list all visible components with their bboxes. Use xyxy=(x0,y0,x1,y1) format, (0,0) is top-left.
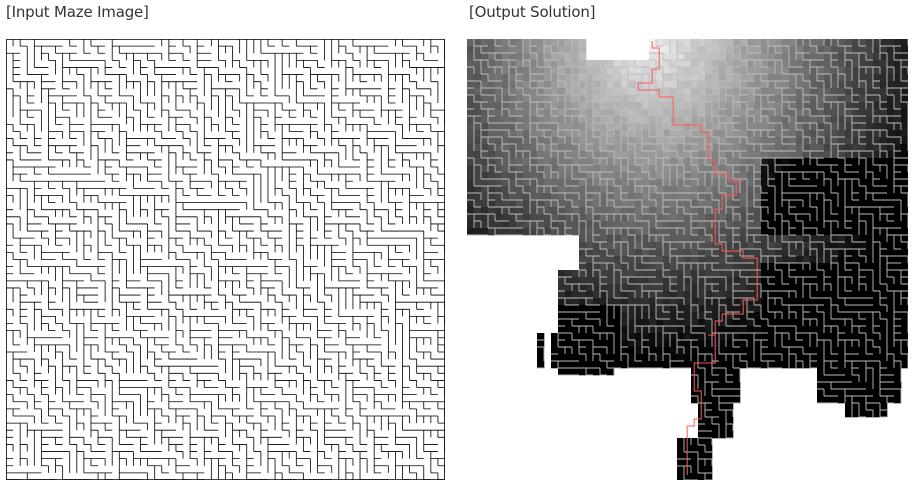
solution-heatmap-graphic xyxy=(467,39,908,480)
solution-maze-walls xyxy=(467,39,908,480)
solution-path-line xyxy=(637,41,758,475)
input-maze-caption: [Input Maze Image] xyxy=(6,3,149,21)
visited-cells xyxy=(467,39,908,480)
maze-lines-graphic xyxy=(6,39,445,480)
output-solution-image xyxy=(467,39,908,480)
maze-walls xyxy=(6,39,445,480)
output-solution-caption: [Output Solution] xyxy=(469,3,596,21)
input-maze-image xyxy=(6,39,445,480)
